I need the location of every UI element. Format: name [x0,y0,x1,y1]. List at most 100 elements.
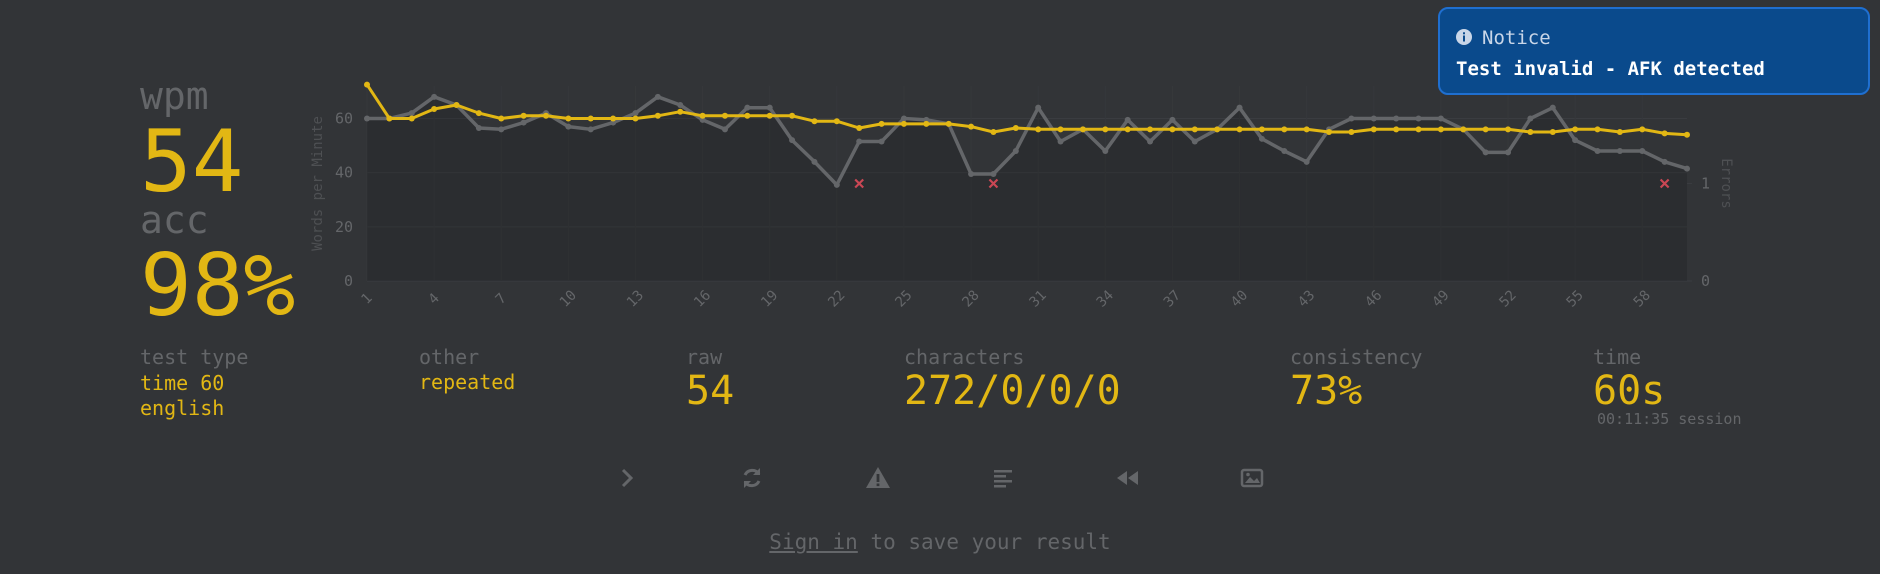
x-tick-label: 52 [1496,287,1519,310]
data-point [1661,158,1668,165]
data-point [1549,129,1556,136]
y2-tick-label: 0 [1701,272,1710,290]
data-point [878,120,885,127]
data-point [632,110,639,117]
data-point [1258,135,1265,142]
data-point [1124,116,1131,123]
x-tick-label: 55 [1564,287,1587,310]
data-point [1437,126,1444,133]
data-point [408,115,415,122]
data-point [1035,126,1042,133]
data-point [766,104,773,111]
wpm-label: wpm [140,74,209,118]
area-fill [367,96,1687,281]
data-point [542,112,549,119]
data-point [364,81,370,88]
data-point [677,108,684,115]
report-button[interactable] [862,462,894,494]
data-point [1281,126,1288,133]
data-point [498,126,505,133]
data-point [1012,148,1019,154]
time-label: time [1593,345,1642,369]
data-point [1169,116,1176,123]
y2-tick-label: 1 [1701,175,1710,193]
data-point [744,104,751,111]
raw-label: raw [686,345,723,369]
consistency-label: consistency [1290,345,1423,369]
data-point [1348,115,1355,122]
data-point [1437,115,1444,122]
data-point [1594,148,1601,154]
consistency-value: 73% [1290,368,1363,414]
data-point [945,120,952,127]
notification-title: Notice [1482,27,1551,49]
data-point [968,123,975,130]
data-point [1191,138,1198,145]
data-point [498,115,505,122]
replay-button[interactable] [1111,462,1143,494]
data-point [520,112,527,119]
data-point [1326,129,1333,136]
x-tick-label: 4 [425,290,442,307]
data-point [1460,126,1467,133]
x-tick-label: 13 [624,287,647,310]
data-point [1684,131,1690,138]
data-point [789,137,796,144]
x-tick-label: 34 [1094,287,1117,310]
data-point [833,181,840,188]
next-test-button[interactable] [611,462,643,494]
data-point [900,115,907,122]
error-mark [1659,178,1670,189]
data-point [565,115,572,122]
data-point [475,110,482,117]
words-history-button[interactable] [987,462,1019,494]
data-point [1169,126,1176,133]
data-point [1393,115,1400,122]
data-point [968,171,975,178]
data-point [1258,126,1265,133]
footer: Sign in to save your result [0,530,1880,554]
x-tick-label: 43 [1295,287,1318,310]
screenshot-button[interactable] [1236,462,1268,494]
test-type-label: test type [140,345,249,369]
x-tick-label: 25 [892,287,915,310]
data-point [1147,138,1154,145]
data-point [721,126,728,133]
data-point [990,129,997,136]
data-point [1639,126,1646,133]
sign-in-link[interactable]: Sign in [769,530,858,554]
data-point [811,158,818,165]
data-point [699,112,706,119]
y2-axis-title: Errors [1718,158,1734,209]
data-point [565,123,572,130]
x-tick-label: 37 [1161,287,1184,310]
data-point [386,115,393,122]
characters-value: 272/0/0/0 [904,368,1121,414]
data-point [408,110,415,117]
data-point [475,124,482,131]
footer-text: to save your result [857,530,1111,554]
data-point [632,115,639,122]
data-point [789,112,796,119]
y-tick-label: 40 [335,164,353,182]
x-tick-label: 10 [557,287,580,310]
data-point [1527,129,1534,136]
error-mark [854,178,864,189]
x-tick-label: 7 [493,290,510,307]
notification[interactable]: Notice Test invalid - AFK detected [1438,7,1870,95]
x-tick-label: 16 [691,287,714,310]
characters-label: characters [904,345,1025,369]
data-point [1214,126,1221,133]
data-point [1303,158,1310,165]
data-point [856,124,863,131]
data-point [520,119,527,126]
data-point [1616,129,1623,136]
data-point [878,138,885,145]
data-point [833,118,840,125]
x-tick-label: 22 [825,287,848,310]
data-point [811,118,818,125]
data-point [1057,138,1064,145]
restart-button[interactable] [736,462,768,494]
acc-label: acc [140,198,209,242]
